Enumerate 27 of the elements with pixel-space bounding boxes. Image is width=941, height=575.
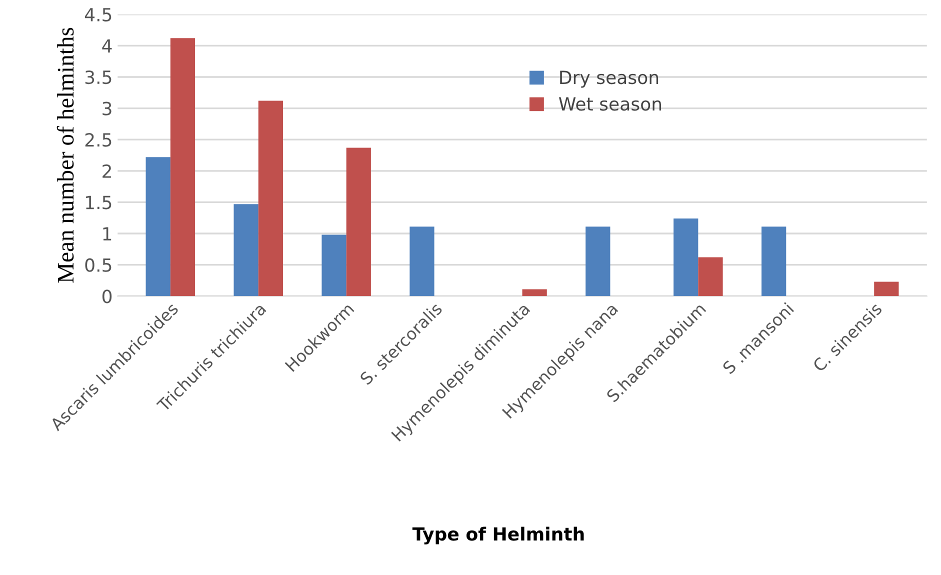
bar bbox=[322, 234, 346, 296]
y-tick-label: 1.5 bbox=[86, 196, 112, 210]
x-axis-title: Type of Helminth bbox=[412, 526, 584, 544]
bar bbox=[170, 38, 196, 296]
bar bbox=[346, 148, 371, 296]
y-tick-label: 2.5 bbox=[85, 133, 112, 147]
y-tick-label: 2 bbox=[102, 164, 111, 178]
y-tick-label: 3.5 bbox=[85, 70, 112, 84]
bar bbox=[234, 204, 258, 296]
bar bbox=[410, 226, 434, 296]
bar bbox=[522, 289, 547, 296]
bar bbox=[146, 157, 170, 296]
bar bbox=[674, 218, 698, 296]
bar bbox=[586, 226, 610, 296]
legend-label: Dry season bbox=[560, 70, 658, 88]
y-tick-label: 0.5 bbox=[85, 258, 112, 272]
bar bbox=[762, 226, 786, 296]
bar bbox=[874, 282, 899, 296]
y-tick-label: 0 bbox=[102, 290, 112, 304]
y-tick-label: 4 bbox=[102, 39, 112, 53]
bar bbox=[258, 100, 283, 296]
y-tick-label: 4.5 bbox=[84, 8, 112, 22]
y-tick-label: 1 bbox=[103, 227, 112, 240]
y-tick-label: 3 bbox=[102, 102, 112, 116]
y-axis-title: Mean number of helminths bbox=[56, 28, 74, 283]
bar bbox=[698, 257, 723, 296]
legend-label: Wet season bbox=[558, 97, 662, 111]
